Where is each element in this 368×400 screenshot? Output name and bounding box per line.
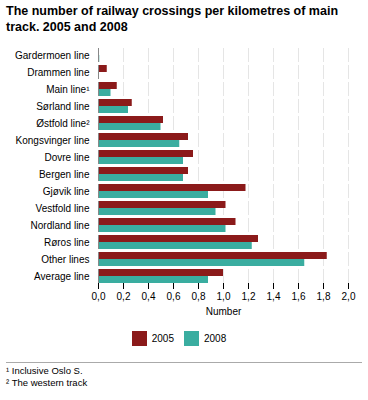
svg-text:Dovre line: Dovre line xyxy=(44,152,89,163)
svg-text:Røros line: Røros line xyxy=(44,237,90,248)
svg-text:2,0: 2,0 xyxy=(342,291,356,302)
svg-text:1,0: 1,0 xyxy=(217,291,231,302)
svg-text:0,6: 0,6 xyxy=(167,291,181,302)
svg-text:1,6: 1,6 xyxy=(292,291,306,302)
svg-text:Bergen line: Bergen line xyxy=(39,169,90,180)
svg-text:Number: Number xyxy=(206,306,242,317)
svg-text:0,0: 0,0 xyxy=(92,291,106,302)
svg-text:1,4: 1,4 xyxy=(267,291,281,302)
svg-text:0,8: 0,8 xyxy=(192,291,206,302)
svg-text:Gjøvik line: Gjøvik line xyxy=(43,186,90,197)
svg-text:Sørland line: Sørland line xyxy=(36,101,90,112)
svg-text:Nordland line: Nordland line xyxy=(31,220,90,231)
svg-text:Average line: Average line xyxy=(34,271,90,282)
svg-text:Drammen line: Drammen line xyxy=(27,67,90,78)
svg-text:0,4: 0,4 xyxy=(142,291,156,302)
svg-text:Kongsvinger line: Kongsvinger line xyxy=(16,135,90,146)
html-text:² The western track: ² The western track xyxy=(6,377,88,389)
html-text:The number of railway crossing: The number of railway crossings per kilo… xyxy=(6,4,338,34)
svg-text:Main line¹: Main line¹ xyxy=(46,84,90,95)
svg-text:Vestfold line: Vestfold line xyxy=(36,203,90,214)
svg-text:1,8: 1,8 xyxy=(317,291,331,302)
svg-text:Gardermoen line: Gardermoen line xyxy=(15,50,90,61)
svg-text:1,2: 1,2 xyxy=(242,291,256,302)
html-text:¹ Inclusive Oslo S.: ¹ Inclusive Oslo S. xyxy=(6,365,83,377)
svg-text:Other lines: Other lines xyxy=(41,254,89,265)
html-text:2005: 2005 xyxy=(151,333,174,345)
html-text:2008: 2008 xyxy=(204,333,227,345)
svg-text:0,2: 0,2 xyxy=(117,291,131,302)
svg-text:Østfold line²: Østfold line² xyxy=(36,118,90,129)
